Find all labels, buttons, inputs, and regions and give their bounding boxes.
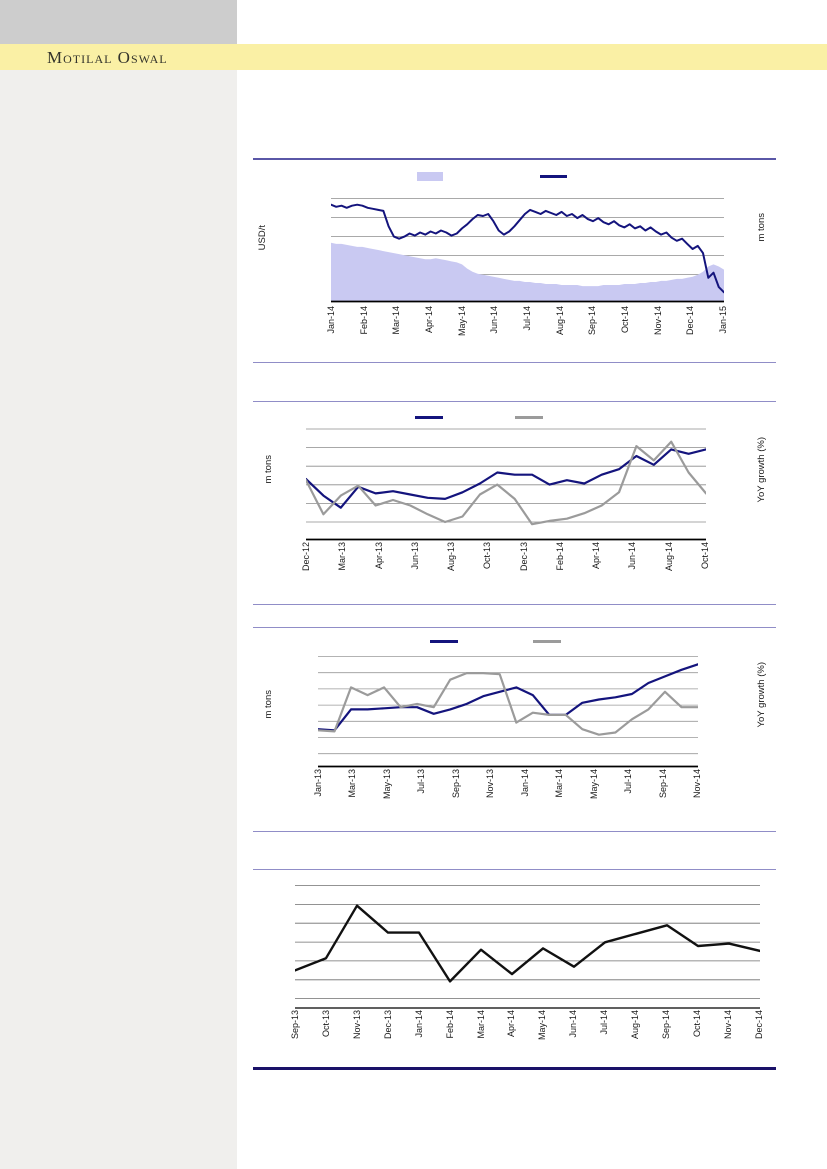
x-tick-label: Apr-14 xyxy=(591,542,602,570)
x-tick-label: Jan-14 xyxy=(413,1010,424,1038)
x-tick-label: Nov-13 xyxy=(485,769,496,799)
chart-canvas xyxy=(295,885,760,1009)
x-tick-label: Dec-14 xyxy=(685,306,696,336)
brand-logo-text: Motilal Oswal xyxy=(47,48,168,67)
divider-rule xyxy=(253,604,776,605)
x-tick-label: Dec-12 xyxy=(301,542,311,572)
x-tick-label: Jul-14 xyxy=(599,1010,610,1035)
x-tick-label: Sep-14 xyxy=(661,1010,672,1040)
x-tick-label: May-13 xyxy=(381,769,392,800)
x-tick-label: Jan-14 xyxy=(326,306,336,334)
legend-line-swatch-gray xyxy=(533,640,561,643)
y-axis-label-right: m tons xyxy=(756,213,767,242)
x-tick-label: Mar-13 xyxy=(347,769,358,798)
divider-rule xyxy=(253,831,776,832)
x-tick-label: Aug-13 xyxy=(446,542,457,572)
legend-line-swatch-navy xyxy=(415,416,443,419)
x-tick-label: Apr-14 xyxy=(506,1010,517,1038)
x-tick-label: Oct-14 xyxy=(619,306,630,334)
x-tick-label: May-14 xyxy=(456,306,467,337)
y-axis-label-left: m tons xyxy=(263,455,274,484)
divider-rule xyxy=(253,869,776,870)
x-tick-label: Feb-14 xyxy=(358,306,369,335)
sidebar xyxy=(0,70,237,1169)
x-tick-label: Nov-14 xyxy=(691,769,702,799)
x-tick-label: Jul-14 xyxy=(521,306,532,331)
x-axis-tick-labels: Sep-13 Oct-13 Nov-13 Dec-13 Jan-14 Feb-14 Mar-… xyxy=(290,1010,765,1060)
x-tick-label: Aug-14 xyxy=(663,542,674,572)
report-footer-rule xyxy=(253,1067,776,1070)
x-axis-tick-labels: Dec-12 Mar-13 Apr-13 Jun-13 Aug-13 Oct-13 Dec-… xyxy=(301,542,711,592)
x-tick-label: Oct-14 xyxy=(691,1010,702,1038)
x-tick-label: Mar-14 xyxy=(554,769,565,798)
x-tick-label: Jun-14 xyxy=(627,542,638,570)
divider-rule xyxy=(253,158,776,160)
x-tick-label: Jun-13 xyxy=(409,542,420,570)
x-tick-label: Dec-14 xyxy=(753,1010,764,1040)
x-tick-label: Apr-13 xyxy=(373,542,384,570)
x-tick-label: Nov-13 xyxy=(351,1010,362,1040)
x-tick-label: Dec-13 xyxy=(382,1010,393,1040)
x-tick-label: Feb-14 xyxy=(444,1010,455,1039)
brand-band: Motilal Oswal xyxy=(0,44,827,70)
x-tick-label: Jul-13 xyxy=(416,769,427,794)
x-tick-label: Sep-13 xyxy=(290,1010,300,1040)
chart-block-1: USD/t m tons Jan-14 Feb-14 Mar-14 Apr-14 May… xyxy=(253,158,776,368)
x-tick-label: Jun-14 xyxy=(489,306,500,334)
x-tick-label: Oct-13 xyxy=(482,542,493,570)
x-tick-label: Nov-14 xyxy=(652,306,663,336)
x-tick-label: Nov-14 xyxy=(722,1010,733,1040)
x-tick-label: Sep-14 xyxy=(657,769,668,799)
legend-line-swatch-navy xyxy=(430,640,458,643)
chart-canvas xyxy=(318,656,698,768)
x-tick-label: May-14 xyxy=(537,1010,548,1041)
x-tick-label: Mar-14 xyxy=(391,306,402,335)
x-tick-label: Jan-15 xyxy=(717,306,728,334)
y-axis-label-right: YoY growth (%) xyxy=(756,662,767,728)
x-tick-label: Jan-13 xyxy=(313,769,323,797)
chart-canvas xyxy=(306,428,706,541)
x-tick-label: Mar-14 xyxy=(475,1010,486,1039)
x-tick-label: Aug-14 xyxy=(630,1010,641,1040)
x-tick-label: Oct-14 xyxy=(699,542,710,570)
chart-block-2: m tons YoY growth (%) Dec-12 Mar-13 Apr-13… xyxy=(253,401,776,605)
chart-canvas xyxy=(331,198,724,303)
x-tick-label: Jan-14 xyxy=(519,769,530,797)
x-axis-tick-labels: Jan-14 Feb-14 Mar-14 Apr-14 May-14 Jun-14 Jul-… xyxy=(326,306,729,356)
x-tick-label: Feb-14 xyxy=(554,542,565,571)
x-tick-label: Sep-13 xyxy=(450,769,461,799)
chart-block-3: m tons YoY growth (%) Jan-13 Mar-13 May-13… xyxy=(253,627,776,832)
x-tick-label: Jun-14 xyxy=(568,1010,579,1038)
legend-line-swatch-gray xyxy=(515,416,543,419)
header-gray-block xyxy=(0,0,237,44)
legend-line-swatch-navy xyxy=(540,175,567,178)
x-tick-label: Mar-13 xyxy=(337,542,348,571)
y-axis-label-left: m tons xyxy=(263,690,274,719)
x-tick-label: Sep-14 xyxy=(587,306,598,336)
x-tick-label: Dec-13 xyxy=(518,542,529,572)
divider-rule xyxy=(253,627,776,628)
legend-area-swatch xyxy=(417,172,443,181)
x-tick-label: May-14 xyxy=(588,769,599,800)
x-tick-label: Apr-14 xyxy=(423,306,434,334)
chart-block-4: Sep-13 Oct-13 Nov-13 Dec-13 Jan-14 Feb-14 Mar-… xyxy=(253,869,776,1070)
y-axis-label-left: USD/t xyxy=(257,225,268,251)
x-tick-label: Aug-14 xyxy=(554,306,565,336)
divider-rule xyxy=(253,401,776,402)
x-axis-tick-labels: Jan-13 Mar-13 May-13 Jul-13 Sep-13 Nov-13 Jan-… xyxy=(313,769,703,819)
divider-rule xyxy=(253,362,776,363)
y-axis-label-right: YoY growth (%) xyxy=(756,437,767,503)
x-tick-label: Jul-14 xyxy=(623,769,634,794)
x-tick-label: Oct-13 xyxy=(320,1010,331,1038)
